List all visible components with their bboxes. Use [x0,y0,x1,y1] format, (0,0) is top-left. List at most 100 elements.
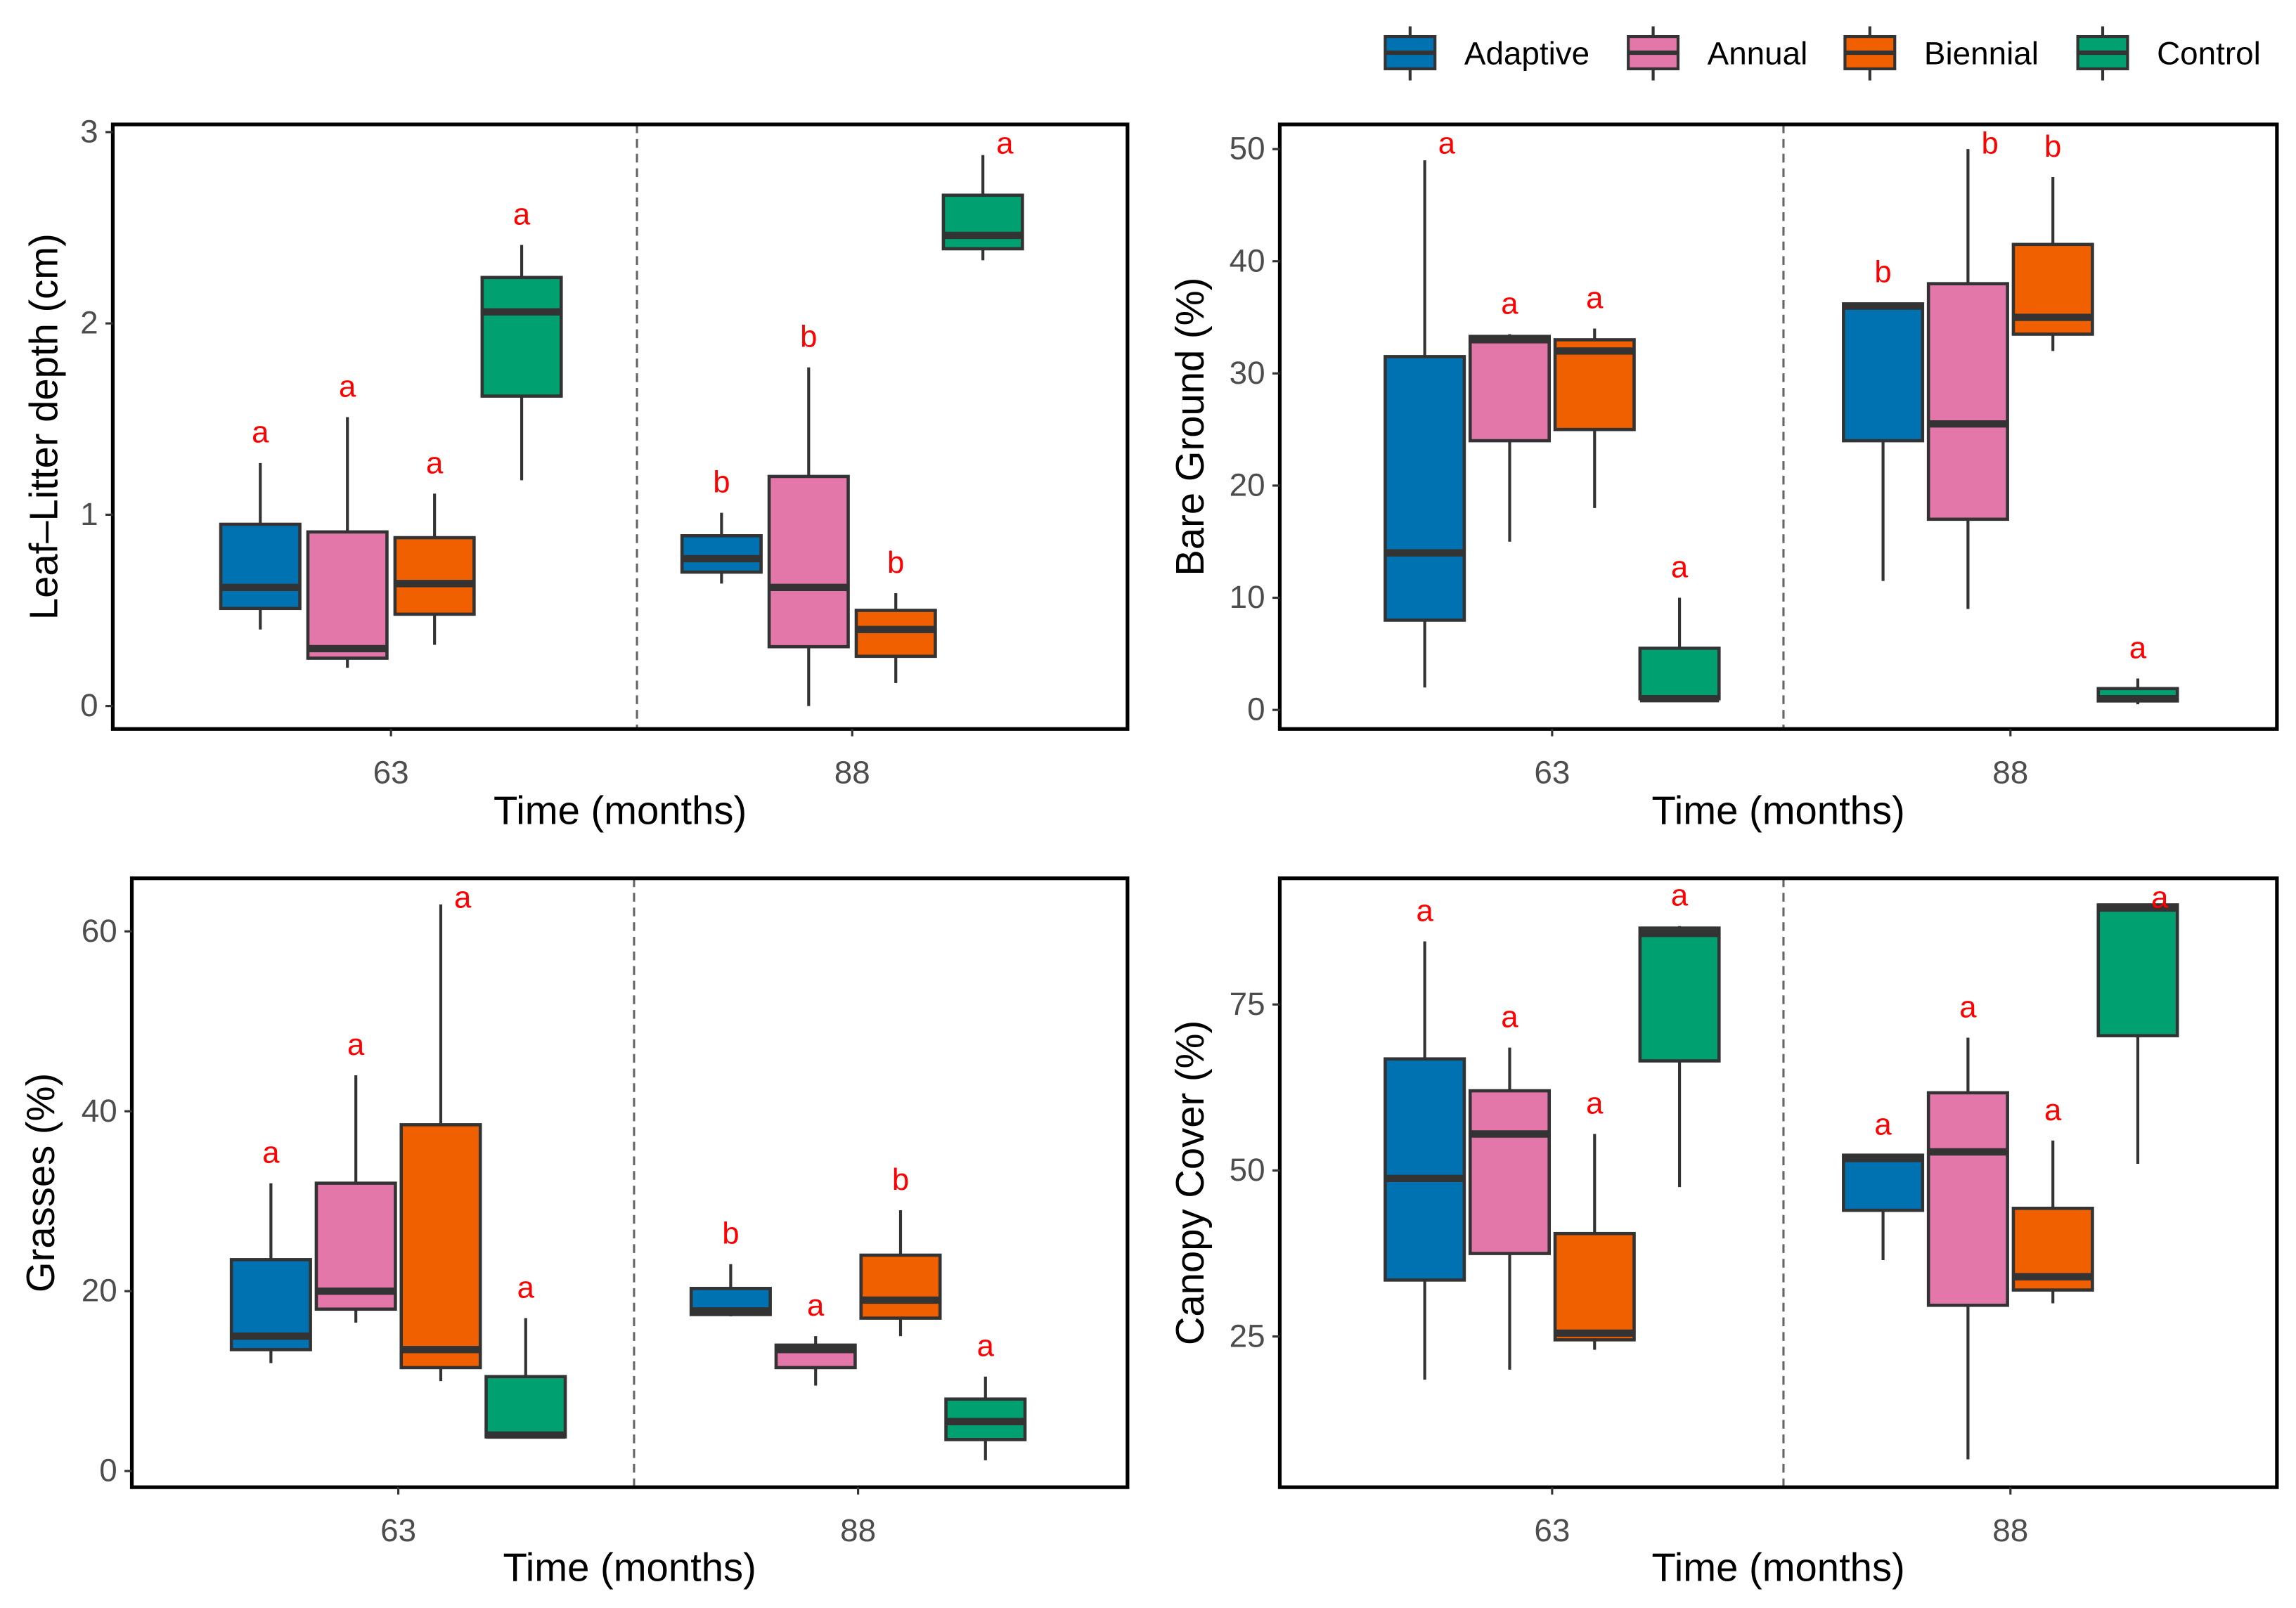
significance-letter: a [1671,878,1689,913]
box-control [941,193,1024,251]
significance-letter: b [800,320,817,354]
significance-letter: a [1959,990,1977,1024]
y-tick-label: 75 [1230,986,1265,1022]
x-axis-title: Time (months) [1652,1545,1905,1589]
y-tick-label: 30 [1230,355,1265,391]
box-adaptive [680,534,763,574]
box-biennial [854,609,937,659]
significance-letter: a [252,415,269,450]
box-adaptive [1384,355,1466,622]
y-tick-label: 0 [1247,692,1265,727]
significance-letter: a [1671,550,1689,584]
y-tick-label: 50 [1230,1152,1265,1188]
significance-letter: b [2044,129,2061,164]
box-biennial [1553,338,1636,432]
x-tick-label: 63 [1534,1512,1570,1548]
plot-frame [129,876,1130,1489]
plot-frame [110,122,1130,731]
box-control [484,1375,567,1439]
significance-letter: a [1501,999,1518,1034]
significance-letter: a [977,1329,995,1363]
x-tick-label: 63 [1534,754,1570,790]
x-axis-title: Time (months) [494,789,747,833]
legend: Adaptive Annual Biennial Control [1384,26,2261,81]
significance-letter: b [722,1217,739,1251]
y-tick-label: 60 [82,913,117,949]
legend-label: Annual [1708,36,1808,72]
y-tick-label: 40 [82,1093,117,1129]
significance-letter: a [339,369,356,403]
box-biennial [399,1123,482,1370]
significance-letter: b [1874,255,1891,290]
significance-letter: a [426,446,444,480]
box-control [1638,647,1721,701]
box-adaptive [1384,1057,1466,1282]
plot-frame [1277,122,2279,731]
y-tick-label: 20 [1230,467,1265,503]
y-axis-title: Leaf–Litter depth (cm) [21,233,65,620]
panel-2: a b a b a b a a 0 10 20 30 40 50 63 88 Time (months) Bare… [1168,122,2279,833]
significance-letter: a [517,1270,535,1304]
significance-letter: b [887,545,904,580]
y-tick-label: 0 [80,687,98,723]
y-axis-title: Canopy Cover (%) [1168,1020,1212,1345]
box-annual [1926,1091,2009,1307]
y-tick-label: 20 [82,1273,117,1309]
significance-letter: a [347,1027,365,1062]
significance-letter: a [2151,880,2169,914]
y-tick-label: 3 [80,114,98,150]
y-tick-label: 25 [1230,1318,1265,1354]
significance-letter: a [996,127,1014,161]
significance-letter: a [1586,1086,1604,1120]
plot-frame [1277,876,2279,1489]
significance-letter: b [1981,127,1998,161]
x-tick-label: 88 [834,754,870,790]
box-annual [1926,282,2009,521]
box-annual [306,530,389,660]
y-tick-label: 50 [1230,131,1265,167]
box-biennial [1553,1231,1636,1342]
x-axis-title: Time (months) [503,1545,756,1589]
significance-letter: a [2044,1093,2062,1127]
y-tick-label: 10 [1230,579,1265,615]
panel-1: a b a b a b a a 0 1 2 3 63 88 Time (months) Leaf–Litter… [21,114,1130,833]
box-adaptive [219,522,302,611]
x-tick-label: 63 [373,754,409,790]
legend-label: Biennial [1924,36,2039,72]
box-adaptive [1842,302,1925,443]
significance-letter: a [2129,630,2147,665]
x-tick-label: 63 [380,1512,416,1548]
significance-letter: b [713,465,730,499]
significance-letter: a [1416,893,1433,928]
significance-letter: a [1586,280,1604,315]
box-biennial [393,536,476,616]
x-tick-label: 88 [840,1512,876,1548]
significance-letter: a [1438,127,1456,161]
significance-letter: a [262,1135,280,1169]
y-tick-label: 0 [99,1453,117,1489]
panel-4: a a a a a a a a 25 50 75 63 88 Time (months) Canopy Co… [1168,876,2279,1589]
box-control [1638,926,1721,1063]
box-biennial [859,1253,942,1320]
y-tick-label: 2 [80,305,98,341]
box-annual [767,474,850,649]
significance-letter: a [1874,1108,1892,1142]
y-axis-title: Bare Ground (%) [1168,278,1212,576]
box-adaptive [1842,1153,1925,1212]
legend-label: Adaptive [1464,36,1589,72]
x-axis-title: Time (months) [1652,789,1905,833]
y-axis-title: Grasses (%) [18,1073,63,1292]
box-annual [1468,1089,1551,1255]
box-annual [1468,335,1551,443]
y-tick-label: 40 [1230,242,1265,278]
significance-letter: a [454,880,472,914]
legend-label: Control [2157,36,2261,72]
x-tick-label: 88 [1992,1512,2028,1548]
box-control [2096,903,2179,1037]
panel-3: a b a a a b a a 0 20 40 60 63 88 Time (months) Grasses … [18,876,1130,1589]
x-tick-label: 88 [1992,754,2028,790]
significance-letter: a [807,1288,825,1323]
significance-letter: a [1501,286,1518,320]
box-control [480,275,563,398]
